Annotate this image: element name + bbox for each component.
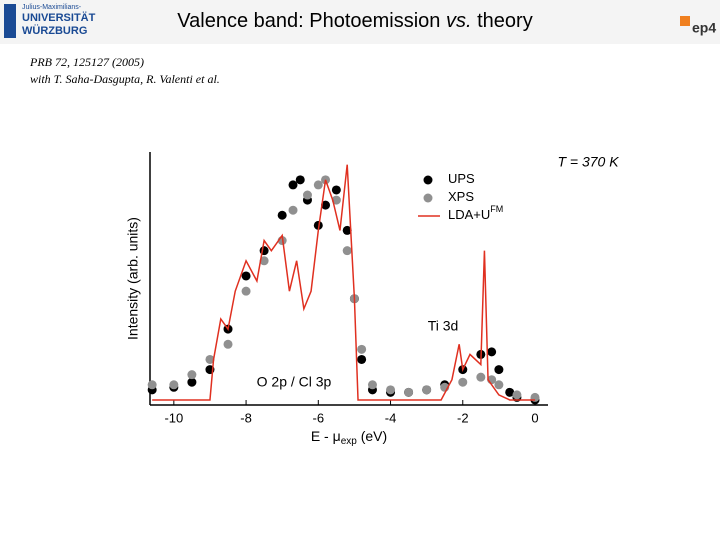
data-point bbox=[205, 354, 215, 364]
data-point bbox=[147, 380, 157, 390]
data-point bbox=[357, 354, 367, 364]
data-point bbox=[342, 246, 352, 256]
legend-name: UPS bbox=[448, 171, 475, 186]
chart: -10 -8 -6 -4 -2 0 E - μexp (eV) Intensity (arb.… bbox=[125, 152, 619, 447]
legend-label: LDA+UFM bbox=[448, 204, 503, 222]
header-band bbox=[0, 0, 720, 44]
data-point bbox=[169, 380, 179, 390]
reference: PRB 72, 125127 (2005) bbox=[29, 55, 144, 69]
data-point bbox=[404, 387, 414, 397]
logo-mark bbox=[4, 4, 16, 38]
title-part: Valence band: Photoemission bbox=[177, 10, 446, 32]
logo-line: UNIVERSITÄT bbox=[22, 11, 96, 24]
annotation: T = 370 K bbox=[557, 154, 619, 170]
data-point bbox=[487, 347, 497, 357]
y-axis-label: Intensity (arb. units) bbox=[125, 217, 141, 340]
data-point bbox=[302, 190, 312, 200]
x-tick-label: -4 bbox=[385, 410, 397, 425]
data-point bbox=[187, 370, 197, 380]
x-tick-label: -2 bbox=[457, 410, 469, 425]
group-logo-mark bbox=[680, 16, 690, 26]
data-point bbox=[476, 372, 486, 382]
data-point bbox=[494, 365, 504, 375]
x-tick-label: 0 bbox=[531, 410, 538, 425]
title-part: vs. bbox=[446, 10, 472, 32]
title-part: theory bbox=[472, 10, 533, 32]
logo-line: WÜRZBURG bbox=[22, 24, 87, 37]
data-point bbox=[422, 385, 432, 395]
data-point bbox=[295, 175, 305, 185]
x-axis-label: E - μexp (eV) bbox=[311, 428, 387, 447]
data-point bbox=[331, 195, 341, 205]
data-point bbox=[259, 256, 269, 266]
annotation: O 2p / Cl 3p bbox=[257, 374, 332, 390]
x-tick-label: -8 bbox=[240, 410, 252, 425]
legend-name: XPS bbox=[448, 189, 474, 204]
data-point bbox=[458, 377, 468, 387]
data-point bbox=[505, 387, 515, 397]
reference: with T. Saha-Dasgupta, R. Valenti et al. bbox=[30, 72, 220, 86]
label-part: exp bbox=[341, 436, 358, 447]
label-part: (eV) bbox=[357, 428, 387, 444]
data-point bbox=[187, 377, 197, 387]
data-point bbox=[241, 286, 251, 296]
legend-name: LDA+U bbox=[448, 207, 490, 222]
legend-marker bbox=[423, 193, 433, 203]
legend-marker bbox=[423, 175, 433, 185]
annotation: Ti 3d bbox=[428, 318, 459, 334]
data-point bbox=[331, 185, 341, 195]
data-point bbox=[277, 210, 287, 220]
label-part: E - μ bbox=[311, 428, 341, 444]
legend-sup: FM bbox=[490, 204, 503, 214]
group-logo: ep4 bbox=[692, 20, 716, 36]
data-point bbox=[321, 200, 331, 210]
legend-label: UPS bbox=[448, 171, 475, 186]
data-point bbox=[367, 380, 377, 390]
data-point bbox=[357, 344, 367, 354]
logo-line: Julius-Maximilians- bbox=[22, 4, 82, 11]
data-point bbox=[259, 246, 269, 256]
data-point bbox=[223, 339, 233, 349]
data-point bbox=[288, 180, 298, 190]
x-tick-label: -10 bbox=[164, 410, 183, 425]
slide-title: Valence band: Photoemission vs. theory bbox=[177, 10, 532, 32]
data-point bbox=[241, 271, 251, 281]
data-point bbox=[288, 205, 298, 215]
legend-label: XPS bbox=[448, 189, 474, 204]
data-point bbox=[386, 385, 396, 395]
data-point bbox=[512, 390, 522, 400]
data-line bbox=[152, 164, 535, 401]
x-tick-label: -6 bbox=[313, 410, 325, 425]
data-point bbox=[342, 225, 352, 235]
data-point bbox=[313, 180, 323, 190]
data-point bbox=[494, 380, 504, 390]
